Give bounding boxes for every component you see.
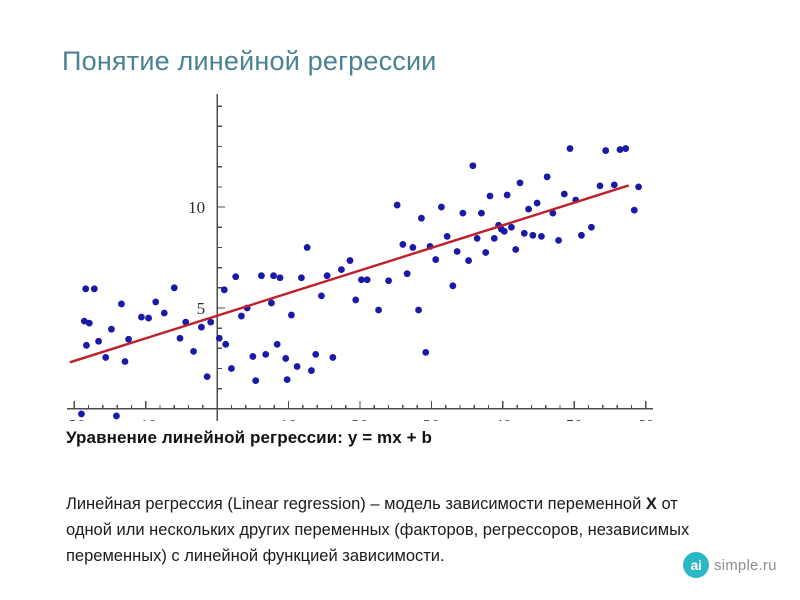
y-axis-labels: 5 10: [188, 198, 205, 318]
ai-circle-icon: ai: [683, 552, 709, 578]
page-title: Понятие линейной регрессии: [62, 46, 437, 76]
y-axis-ticks: [217, 105, 226, 390]
equation-caption: Уравнение линейной регрессии: y = mx + b: [66, 428, 432, 448]
svg-text:60: 60: [637, 416, 654, 421]
svg-text:10: 10: [188, 198, 205, 217]
brand-logo: ai simple.ru: [683, 552, 777, 578]
definition-paragraph: Линейная регрессия (Linear regression) –…: [66, 494, 690, 565]
equation-label: Уравнение линейной регрессии:: [66, 428, 343, 447]
variable-x: X: [645, 494, 657, 513]
svg-text:20: 20: [352, 416, 369, 421]
brand-logo-text: simple.ru: [714, 556, 777, 574]
data-points-group: [78, 145, 642, 420]
scatter-chart: -20 -10 10 20 30 40 50 60 5 10: [60, 86, 660, 421]
svg-text:-20: -20: [63, 416, 86, 421]
svg-text:-10: -10: [134, 416, 157, 421]
chart-svg: -20 -10 10 20 30 40 50 60 5 10: [63, 94, 654, 421]
svg-text:50: 50: [566, 416, 583, 421]
svg-text:30: 30: [423, 416, 440, 421]
svg-text:5: 5: [197, 299, 206, 318]
svg-text:10: 10: [280, 416, 297, 421]
svg-text:40: 40: [494, 416, 511, 421]
equation-formula: y = mx + b: [347, 428, 432, 447]
regression-line: [69, 184, 630, 364]
x-axis-labels: -20 -10 10 20 30 40 50 60: [63, 416, 654, 421]
x-axis-ticks: [73, 400, 647, 409]
